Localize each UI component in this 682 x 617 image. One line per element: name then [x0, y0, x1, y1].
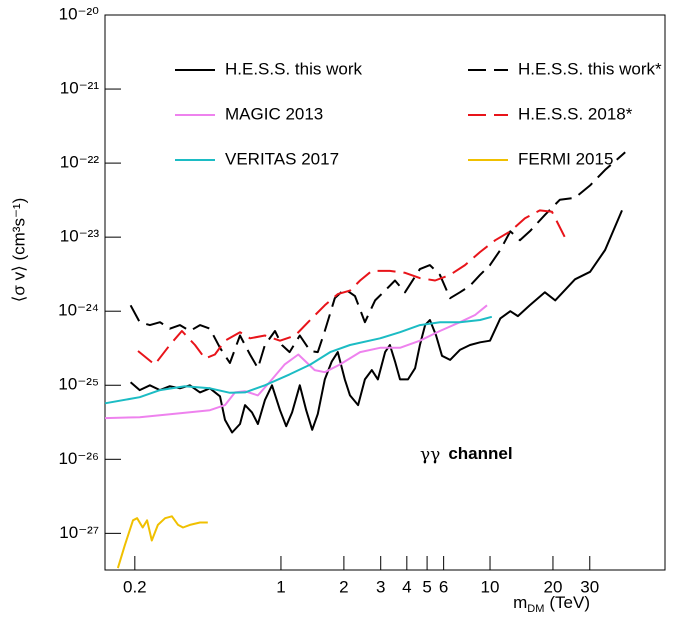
series-line	[104, 315, 493, 405]
y-tick-label: 10⁻²⁴	[58, 301, 99, 320]
x-axis-label: mDM (TeV)	[513, 593, 590, 614]
x-tick-label: 3	[376, 577, 385, 596]
series-line	[129, 210, 623, 434]
x-tick-label: 2	[339, 577, 348, 596]
x-tick-label: 10	[481, 577, 500, 596]
x-tick-label: 20	[543, 577, 562, 596]
y-tick-label: 10⁻²⁰	[59, 4, 100, 23]
legend-label: FERMI 2015	[518, 149, 613, 168]
legend-label: MAGIC 2013	[225, 104, 323, 123]
x-tick-label: 0.2	[123, 577, 147, 596]
annotation-symbol: γγ	[420, 445, 440, 465]
series-line	[129, 151, 626, 370]
series-line	[137, 209, 567, 366]
legend-label: H.E.S.S. 2018*	[518, 104, 633, 123]
legend-label: H.E.S.S. this work*	[518, 59, 662, 78]
y-tick-label: 10⁻²³	[60, 227, 100, 246]
y-axis-label: ⟨σ v⟩ (cm³s⁻¹)	[9, 198, 28, 302]
x-tick-label: 1	[276, 577, 285, 596]
y-tick-label: 10⁻²²	[60, 153, 100, 172]
x-axis-label-subscript: DM	[527, 603, 544, 615]
y-tick-label: 10⁻²⁵	[58, 375, 99, 394]
annotation-text: channel	[448, 444, 512, 463]
x-tick-label: 6	[439, 577, 448, 596]
x-axis-label-main: m	[513, 593, 527, 612]
legend-label: VERITAS 2017	[225, 149, 339, 168]
legend-label: H.E.S.S. this work	[225, 59, 362, 78]
x-tick-label: 5	[422, 577, 431, 596]
series-line	[104, 304, 488, 420]
series-line	[116, 515, 208, 569]
annotation: γγ channel	[420, 444, 513, 464]
y-tick-label: 10⁻²¹	[60, 79, 100, 98]
x-axis-label-unit: (TeV)	[549, 593, 590, 612]
y-tick-label: 10⁻²⁶	[58, 449, 99, 468]
y-tick-label: 10⁻²⁷	[59, 523, 99, 542]
x-tick-label: 30	[580, 577, 599, 596]
plot-frame	[104, 14, 666, 571]
x-tick-label: 4	[402, 577, 411, 596]
